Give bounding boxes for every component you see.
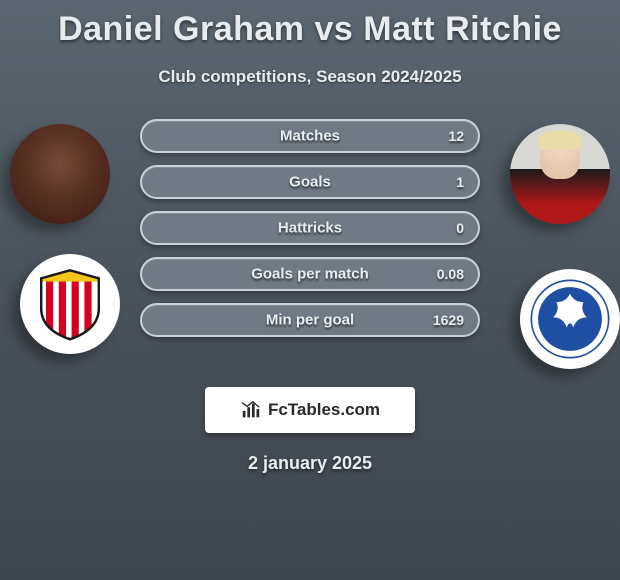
- stat-bar: Goals per match 0.08: [140, 257, 480, 291]
- club-logo-right: [520, 269, 620, 369]
- attribution-text: FcTables.com: [268, 400, 380, 420]
- stats-area: Matches 12 Goals 1 Hattricks 0 Goals per…: [0, 119, 620, 369]
- portsmouth-crest-icon: [528, 277, 612, 361]
- stat-label: Min per goal: [266, 312, 354, 329]
- stat-right-value: 0: [456, 220, 464, 236]
- player-photo-left-placeholder: [10, 124, 110, 224]
- stat-right-value: 0.08: [437, 266, 464, 282]
- player-photo-left: [10, 124, 110, 224]
- stat-bar: Hattricks 0: [140, 211, 480, 245]
- club-logo-left: [20, 254, 120, 354]
- stat-bars: Matches 12 Goals 1 Hattricks 0 Goals per…: [140, 119, 480, 349]
- stat-right-value: 1629: [433, 312, 464, 328]
- stat-label: Matches: [280, 128, 340, 145]
- stat-bar: Min per goal 1629: [140, 303, 480, 337]
- date-text: 2 january 2025: [0, 453, 620, 474]
- stat-bar: Matches 12: [140, 119, 480, 153]
- stat-label: Goals per match: [251, 266, 369, 283]
- page-title: Daniel Graham vs Matt Ritchie: [0, 0, 620, 49]
- stat-right-value: 12: [448, 128, 464, 144]
- player-photo-right-placeholder: [510, 124, 610, 224]
- bar-chart-icon: [240, 399, 262, 421]
- stat-label: Hattricks: [278, 220, 342, 237]
- stat-right-value: 1: [456, 174, 464, 190]
- player-photo-right: [510, 124, 610, 224]
- subtitle: Club competitions, Season 2024/2025: [0, 67, 620, 87]
- stat-bar: Goals 1: [140, 165, 480, 199]
- attribution-badge: FcTables.com: [205, 387, 415, 433]
- stat-label: Goals: [289, 174, 331, 191]
- sunderland-crest-icon: [30, 264, 110, 344]
